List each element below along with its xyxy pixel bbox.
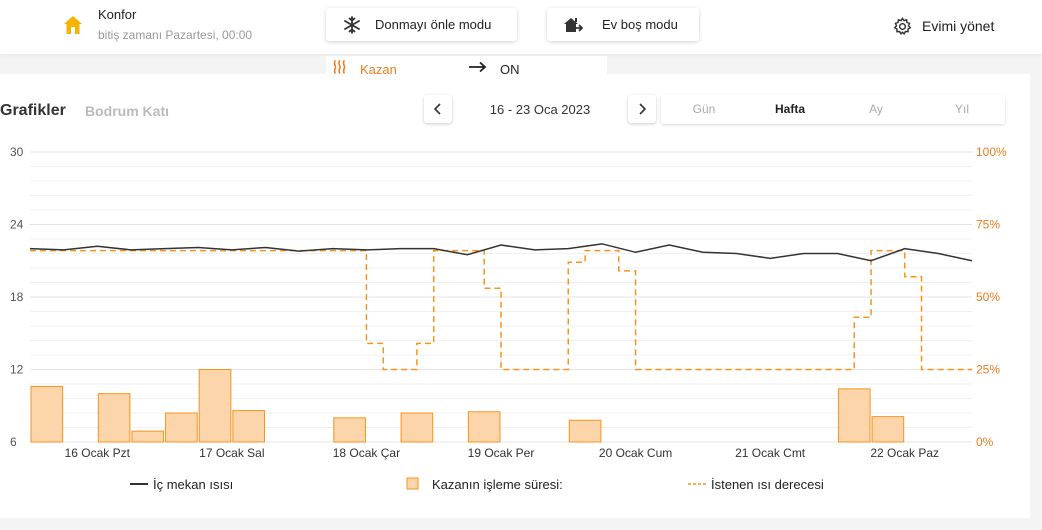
top-bar: Konfor bitiş zamanı Pazartesi, 00:00 Don…	[0, 0, 1042, 54]
boiler-runtime-bar	[837, 388, 871, 443]
boiler-runtime-bar	[871, 416, 905, 443]
boiler-state: ON	[500, 62, 520, 77]
period-day[interactable]: Gün	[692, 102, 716, 116]
period-week[interactable]: Hafta	[774, 102, 805, 116]
chevron-left-icon	[433, 103, 441, 115]
mode-end-time: bitiş zamanı Pazartesi, 00:00	[98, 28, 253, 42]
zone-name: Bodrum Katı	[85, 103, 169, 119]
frost-button-label: Donmayı önle modu	[375, 17, 492, 32]
boiler-label: Kazan	[360, 62, 397, 77]
y-right-tick-label: 75%	[976, 218, 1000, 232]
legend-indoor-label: İç mekan ısısı	[153, 477, 233, 492]
y-right-tick-label: 50%	[976, 290, 1000, 304]
boiler-runtime-bar	[97, 393, 131, 443]
x-tick-label: 19 Ocak Per	[468, 446, 535, 460]
x-tick-label: 17 Ocak Sal	[199, 446, 264, 460]
boiler-runtime-bar	[467, 411, 501, 443]
boiler-runtime-bar	[232, 410, 266, 443]
boiler-runtime-bar	[165, 412, 198, 443]
period-year[interactable]: Yıl	[954, 102, 969, 116]
snowflake-icon	[344, 16, 360, 34]
home-icon	[64, 16, 82, 34]
period-month[interactable]: Ay	[869, 102, 883, 116]
boiler-runtime-bar	[333, 417, 366, 443]
legend-setpoint-label: İstenen ısı derecesi	[711, 477, 824, 492]
setpoint-line	[30, 249, 972, 371]
date-range: 16 - 23 Oca 2023	[489, 102, 591, 117]
gear-icon	[893, 16, 912, 35]
y-left-tick-label: 18	[10, 290, 24, 304]
y-right-tick-label: 100%	[976, 145, 1007, 159]
boiler-runtime-bar	[30, 385, 64, 443]
next-week-button[interactable]	[628, 95, 656, 123]
graphs-card: Grafikler Bodrum Katı 16 - 23 Oca 2023 G…	[0, 74, 1030, 518]
boiler-status-row: Kazan ON	[326, 56, 607, 79]
period-selector: Gün Hafta Ay Yıl	[661, 94, 1005, 124]
boiler-runtime-bar	[198, 369, 232, 443]
y-right-tick-label: 25%	[976, 363, 1000, 377]
graphs-title: Grafikler	[0, 102, 66, 119]
arrow-right-icon	[469, 61, 487, 73]
x-tick-label: 22 Ocak Paz	[870, 446, 939, 460]
away-mode-button[interactable]: Ev boş modu	[547, 8, 699, 41]
boiler-runtime-bar	[131, 430, 165, 443]
y-left-tick-label: 12	[10, 363, 24, 377]
y-left-tick-label: 24	[10, 218, 24, 232]
manage-home-link[interactable]: Evimi yönet	[893, 16, 994, 36]
x-tick-label: 21 Ocak Cmt	[735, 446, 806, 460]
chevron-right-icon	[639, 103, 647, 115]
legend-boiler-label: Kazanın işleme süresi:	[432, 477, 563, 492]
legend-boiler-swatch	[406, 477, 419, 490]
boiler-runtime-bar	[568, 419, 602, 443]
frost-protection-button[interactable]: Donmayı önle modu	[326, 8, 517, 41]
x-tick-label: 16 Ocak Pzt	[65, 446, 131, 460]
y-left-tick-label: 6	[10, 435, 17, 449]
y-left-tick-label: 30	[10, 145, 24, 159]
mode-title: Konfor	[98, 7, 137, 22]
heating-icon	[333, 60, 346, 74]
boiler-runtime-bar	[400, 412, 434, 443]
x-tick-label: 18 Ocak Çar	[333, 446, 400, 460]
manage-home-label: Evimi yönet	[922, 18, 995, 34]
previous-week-button[interactable]	[424, 95, 452, 123]
x-tick-label: 20 Ocak Cum	[599, 446, 672, 460]
y-right-tick-label: 0%	[976, 435, 994, 449]
indoor-temperature-line	[29, 243, 973, 262]
away-button-label: Ev boş modu	[602, 17, 678, 32]
house-away-icon	[564, 18, 583, 32]
